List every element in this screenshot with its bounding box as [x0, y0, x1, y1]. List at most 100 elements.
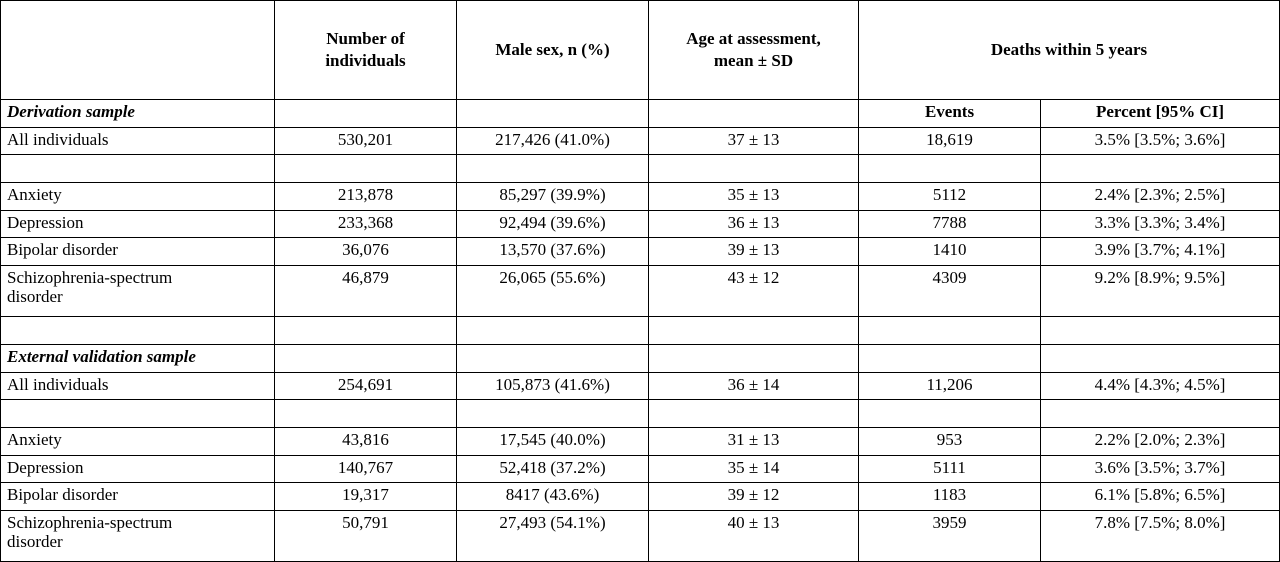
cell-value: 50,791: [274, 509, 457, 562]
cell-value: 2.4% [2.3%; 2.5%]: [1040, 182, 1280, 211]
row-label: Bipolar disorder: [0, 482, 275, 511]
empty-cell: [858, 343, 1041, 373]
empty-cell: [274, 399, 457, 428]
cell-value: 19,317: [274, 482, 457, 511]
section-row: External validation sample: [0, 343, 1280, 373]
cell-value: 37 ± 13: [648, 126, 859, 156]
cell-value: 35 ± 14: [648, 454, 859, 484]
cell-value: 8417 (43.6%): [456, 482, 649, 511]
cell-value: 3.6% [3.5%; 3.7%]: [1040, 454, 1280, 484]
cell-value: 52,418 (37.2%): [456, 454, 649, 484]
data-row: Schizophrenia-spectrum disorder 46,879 26,…: [0, 265, 1280, 318]
empty-cell: [1040, 154, 1280, 184]
table-body: Derivation sample Events Percent [95% CI] A…: [0, 99, 1280, 562]
cell-value: 13,570 (37.6%): [456, 237, 649, 267]
empty-cell: [0, 316, 275, 345]
row-label: Depression: [0, 454, 275, 484]
cell-value: 92,494 (39.6%): [456, 209, 649, 239]
data-row: All individuals 530,201 217,426 (41.0%) 37 …: [0, 126, 1280, 156]
empty-cell: [858, 316, 1041, 345]
cell-value: 1410: [858, 237, 1041, 267]
cell-value: 217,426 (41.0%): [456, 126, 649, 156]
cell-value: 140,767: [274, 454, 457, 484]
blank-row: [0, 399, 1280, 428]
cell-value: 3.3% [3.3%; 3.4%]: [1040, 209, 1280, 239]
cell-value: 233,368: [274, 209, 457, 239]
empty-cell: [0, 154, 275, 184]
cell-value: 9.2% [8.9%; 9.5%]: [1040, 265, 1280, 318]
empty-cell: [274, 154, 457, 184]
column-header: Male sex, n (%): [456, 0, 649, 100]
cell-value: 39 ± 13: [648, 237, 859, 267]
cell-value: 31 ± 13: [648, 426, 859, 456]
cell-value: 36 ± 14: [648, 371, 859, 401]
cell-value: 11,206: [858, 371, 1041, 401]
cell-value: 6.1% [5.8%; 6.5%]: [1040, 482, 1280, 511]
empty-cell: [456, 399, 649, 428]
cell-value: 2.2% [2.0%; 2.3%]: [1040, 426, 1280, 456]
cell-value: 3959: [858, 509, 1041, 562]
cell-value: 39 ± 12: [648, 482, 859, 511]
cell-value: 3.5% [3.5%; 3.6%]: [1040, 126, 1280, 156]
cell-value: 5112: [858, 182, 1041, 211]
cell-value: 36,076: [274, 237, 457, 267]
empty-cell: [274, 343, 457, 373]
empty-cell: [1040, 316, 1280, 345]
blank-row: [0, 316, 1280, 345]
empty-cell: [456, 99, 649, 128]
empty-cell: [274, 99, 457, 128]
cell-value: 1183: [858, 482, 1041, 511]
empty-cell: [274, 316, 457, 345]
row-label: Depression: [0, 209, 275, 239]
empty-cell: [456, 154, 649, 184]
empty-cell: [648, 154, 859, 184]
cell-value: 46,879: [274, 265, 457, 318]
cell-value: 3.9% [3.7%; 4.1%]: [1040, 237, 1280, 267]
cell-value: 36 ± 13: [648, 209, 859, 239]
empty-cell: [648, 316, 859, 345]
data-row: Bipolar disorder 36,076 13,570 (37.6%) 39 ±…: [0, 237, 1280, 267]
row-label: All individuals: [0, 126, 275, 156]
data-row: Depression 233,368 92,494 (39.6%) 36 ± 13 77…: [0, 209, 1280, 239]
section-title: External validation sample: [0, 343, 275, 373]
cell-value: 85,297 (39.9%): [456, 182, 649, 211]
cell-value: 4.4% [4.3%; 4.5%]: [1040, 371, 1280, 401]
empty-cell: [648, 343, 859, 373]
cell-value: 7.8% [7.5%; 8.0%]: [1040, 509, 1280, 562]
row-label: Schizophrenia-spectrum disorder: [0, 265, 275, 318]
row-label: Anxiety: [0, 182, 275, 211]
empty-cell: [858, 399, 1041, 428]
sub-header: Events: [858, 99, 1041, 128]
cell-value: 4309: [858, 265, 1041, 318]
cell-value: 43 ± 12: [648, 265, 859, 318]
row-label: Bipolar disorder: [0, 237, 275, 267]
cell-value: 530,201: [274, 126, 457, 156]
row-label: All individuals: [0, 371, 275, 401]
empty-cell: [456, 316, 649, 345]
cell-value: 5111: [858, 454, 1041, 484]
section-title: Derivation sample: [0, 99, 275, 128]
column-header: Deaths within 5 years: [858, 0, 1280, 100]
column-header: Age at assessment, mean ± SD: [648, 0, 859, 100]
row-label: Schizophrenia-spectrum disorder: [0, 509, 275, 562]
empty-cell: [0, 0, 275, 100]
cell-value: 40 ± 13: [648, 509, 859, 562]
data-row: Schizophrenia-spectrum disorder 50,791 27,…: [0, 509, 1280, 562]
empty-cell: [456, 343, 649, 373]
empty-cell: [858, 154, 1041, 184]
cell-value: 254,691: [274, 371, 457, 401]
empty-cell: [648, 99, 859, 128]
data-row: All individuals 254,691 105,873 (41.6%) 36 …: [0, 371, 1280, 401]
data-row: Anxiety 213,878 85,297 (39.9%) 35 ± 13 5112 2…: [0, 182, 1280, 211]
empty-cell: [1040, 399, 1280, 428]
column-header: Number of individuals: [274, 0, 457, 100]
sub-header: Percent [95% CI]: [1040, 99, 1280, 128]
row-label: Anxiety: [0, 426, 275, 456]
empty-cell: [648, 399, 859, 428]
header-row: Number of individuals Male sex, n (%) Ag…: [0, 0, 1280, 100]
cell-value: 105,873 (41.6%): [456, 371, 649, 401]
cell-value: 35 ± 13: [648, 182, 859, 211]
data-row: Anxiety 43,816 17,545 (40.0%) 31 ± 13 953 2.2…: [0, 426, 1280, 456]
